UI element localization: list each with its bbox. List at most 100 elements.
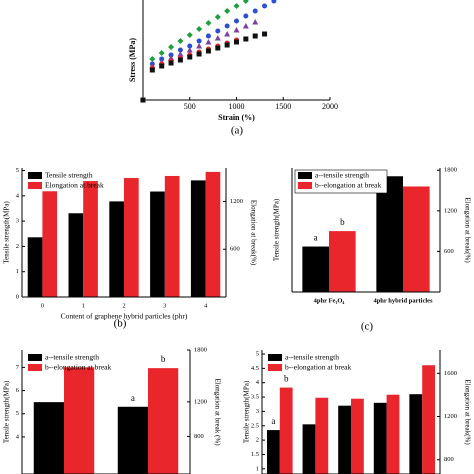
bar xyxy=(386,394,400,474)
legend-label: b--elongation at break xyxy=(285,363,351,372)
marker xyxy=(196,38,202,44)
marker xyxy=(177,57,183,63)
marker xyxy=(224,23,230,29)
bar xyxy=(302,246,329,292)
marker xyxy=(186,32,193,38)
y2-tick-label: 600 xyxy=(230,246,240,253)
bar xyxy=(409,394,423,474)
y-tick-label: 4.5 xyxy=(251,365,259,372)
y2-tick-label: 800 xyxy=(444,456,454,463)
marker xyxy=(234,18,239,24)
y-tick-label: 5 xyxy=(16,167,19,174)
y-axis-title: Stress (MPa) xyxy=(128,38,137,82)
y-tick-label: 2 xyxy=(256,437,259,444)
y2-axis-title: Elongation at break(%) xyxy=(249,200,257,266)
x-tick-label: 4phr Fe₃O₄ xyxy=(314,297,345,304)
bar xyxy=(329,231,356,292)
bar xyxy=(302,424,316,474)
marker xyxy=(186,47,193,53)
panel-label: (b) xyxy=(114,318,127,330)
marker xyxy=(205,48,211,54)
panel-label: (a) xyxy=(231,125,244,137)
bar xyxy=(373,402,387,474)
x-tick-label: 4phr hybrid particles xyxy=(373,297,433,304)
marker xyxy=(158,50,165,56)
y-tick-label: 4 xyxy=(16,433,20,440)
legend-frame xyxy=(294,169,388,194)
legend-swatch xyxy=(28,172,42,179)
annotation: b xyxy=(161,354,166,364)
marker xyxy=(234,39,239,45)
bar xyxy=(64,367,95,474)
bar xyxy=(27,237,43,297)
y-tick-label: 5 xyxy=(16,410,19,417)
bar xyxy=(33,402,64,474)
marker xyxy=(214,14,221,20)
y2-tick-label: 1200 xyxy=(194,398,207,405)
marker xyxy=(243,36,249,42)
legend-swatch xyxy=(298,172,312,179)
marker xyxy=(205,20,212,26)
marker xyxy=(242,23,249,29)
marker xyxy=(224,8,231,14)
annotation: b xyxy=(284,374,289,384)
marker xyxy=(196,51,202,57)
marker xyxy=(243,13,249,19)
legend-label: a--tensile strength xyxy=(45,353,99,362)
marker xyxy=(205,33,211,39)
y-tick-label: 2.5 xyxy=(251,422,259,429)
y-tick-label: 1 xyxy=(256,465,259,472)
legend-swatch xyxy=(28,364,42,371)
legend-swatch xyxy=(28,354,42,361)
x-tick-label: 2 xyxy=(122,302,125,309)
panel-label: (c) xyxy=(361,321,374,333)
y-tick-label: 2 xyxy=(16,243,19,250)
y-tick-label: 0 xyxy=(16,293,19,300)
marker xyxy=(233,3,240,9)
y-tick-label: 4 xyxy=(256,379,260,386)
legend-swatch xyxy=(298,182,312,189)
bar xyxy=(338,405,351,474)
y2-tick-label: 1800 xyxy=(444,167,457,174)
marker xyxy=(262,31,268,37)
y-tick-label: 1.5 xyxy=(251,451,259,458)
legend-label: b--elongation at break xyxy=(45,363,111,372)
marker xyxy=(215,45,221,51)
x-tick-label: 1500 xyxy=(275,102,291,111)
y-tick-label: 6 xyxy=(16,387,20,394)
y-axis-title: Tensile strength(MPa) xyxy=(3,380,11,443)
marker xyxy=(224,31,231,37)
bar xyxy=(266,430,280,474)
marker xyxy=(196,26,203,32)
marker xyxy=(187,43,193,49)
y-tick-label: 3 xyxy=(16,218,19,225)
marker xyxy=(177,51,184,57)
marker xyxy=(177,47,183,53)
legend-swatch xyxy=(28,182,42,189)
marker xyxy=(233,27,240,33)
marker xyxy=(215,28,221,34)
bar xyxy=(315,397,329,474)
bar xyxy=(109,201,124,297)
marker xyxy=(159,63,165,69)
marker xyxy=(140,97,146,103)
bar xyxy=(205,171,221,297)
marker xyxy=(252,8,258,14)
bar xyxy=(68,213,84,297)
bar xyxy=(117,406,148,474)
bar xyxy=(351,398,364,474)
marker xyxy=(271,0,277,4)
x-tick-label: 2000 xyxy=(322,102,338,111)
marker xyxy=(214,35,221,41)
y2-tick-label: 1200 xyxy=(444,413,457,420)
bar xyxy=(83,181,98,297)
y2-tick-label: 600 xyxy=(444,248,454,255)
bar xyxy=(422,365,436,474)
y-tick-label: 7 xyxy=(16,364,20,371)
annotation: a xyxy=(131,393,135,403)
y2-tick-label: 1800 xyxy=(194,346,207,353)
bar xyxy=(376,176,403,292)
marker xyxy=(177,38,184,44)
marker xyxy=(205,39,212,45)
legend-label: Elongation at break xyxy=(45,181,104,190)
